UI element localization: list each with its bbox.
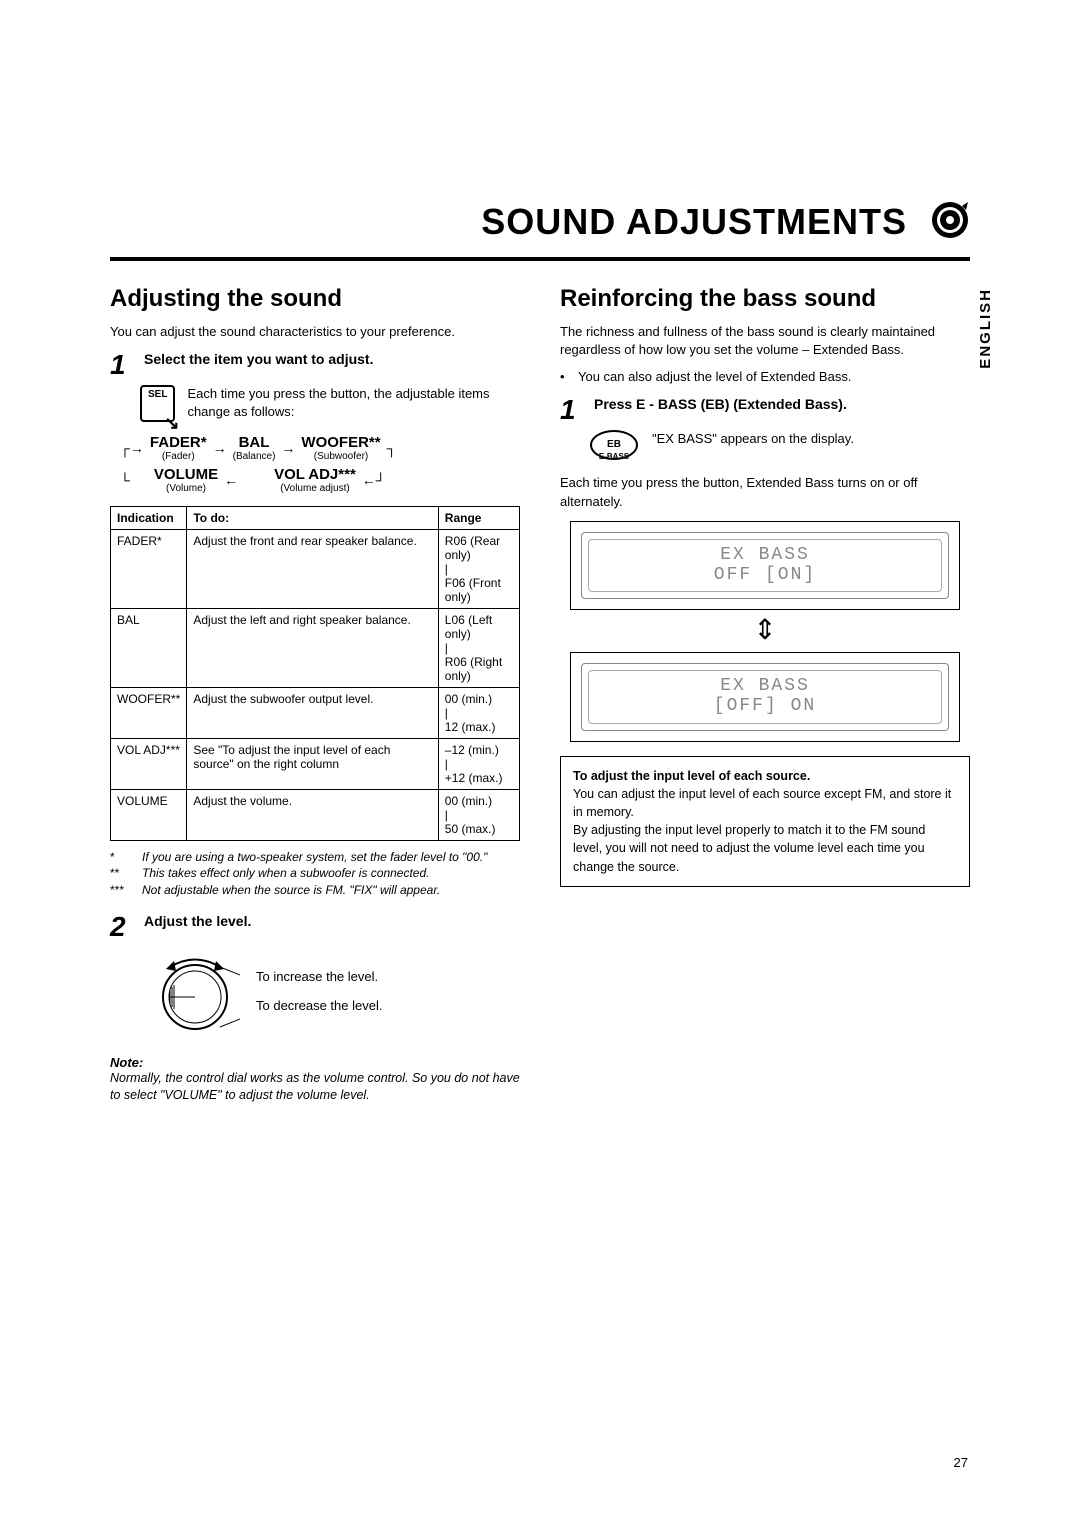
table-row: WOOFER**Adjust the subwoofer output leve… <box>111 687 520 738</box>
th-range: Range <box>438 506 519 529</box>
table-cell: L06 (Left only) | R06 (Right only) <box>438 608 519 687</box>
footnote: *If you are using a two-speaker system, … <box>110 849 520 866</box>
footnote: **This takes effect only when a subwoofe… <box>110 865 520 882</box>
section-heading-adjust: Adjusting the sound <box>110 285 520 313</box>
lcd-line-1b: OFF [ON] <box>589 566 941 586</box>
lcd-line-1a: EX BASS <box>589 546 941 566</box>
table-cell: BAL <box>111 608 187 687</box>
table-cell: FADER* <box>111 529 187 608</box>
info-box: To adjust the input level of each source… <box>560 756 970 887</box>
table-cell: 00 (min.) | 12 (max.) <box>438 687 519 738</box>
lcd-line-2b: [OFF] ON <box>589 697 941 717</box>
bullet-icon: • <box>560 369 572 384</box>
info-box-body: You can adjust the input level of each s… <box>573 785 957 876</box>
eb-button-sub: E-BASS <box>599 444 629 470</box>
eb-description: "EX BASS" appears on the display. <box>652 430 970 460</box>
step-number-2: 2 <box>110 913 134 941</box>
sel-button[interactable]: SEL ↘ <box>140 385 175 421</box>
left-column: Adjusting the sound You can adjust the s… <box>110 285 520 1105</box>
bass-intro: The richness and fullness of the bass so… <box>560 323 970 359</box>
right-column: Reinforcing the bass sound The richness … <box>560 285 970 1105</box>
table-cell: WOOFER** <box>111 687 187 738</box>
section-heading-bass: Reinforcing the bass sound <box>560 285 970 313</box>
table-cell: Adjust the front and rear speaker balanc… <box>187 529 438 608</box>
info-box-heading: To adjust the input level of each source… <box>573 767 957 785</box>
step-2-label: Adjust the level. <box>144 913 251 929</box>
table-cell: Adjust the left and right speaker balanc… <box>187 608 438 687</box>
note-body: Normally, the control dial works as the … <box>110 1070 520 1105</box>
table-cell: Adjust the volume. <box>187 789 438 840</box>
dial-decrease-label: To decrease the level. <box>256 992 382 1021</box>
footnote: ***Not adjustable when the source is FM.… <box>110 882 520 899</box>
table-row: FADER*Adjust the front and rear speaker … <box>111 529 520 608</box>
lcd-line-2a: EX BASS <box>589 677 941 697</box>
updown-arrow-icon: ⇕ <box>560 616 970 644</box>
table-cell: R06 (Rear only) | F06 (Front only) <box>438 529 519 608</box>
language-tab: ENGLISH <box>973 280 998 377</box>
table-row: BALAdjust the left and right speaker bal… <box>111 608 520 687</box>
page-number: 27 <box>954 1455 968 1470</box>
footnotes: *If you are using a two-speaker system, … <box>110 849 520 899</box>
display-box-on: EX BASS OFF [ON] <box>570 521 960 611</box>
table-row: VOL ADJ***See "To adjust the input level… <box>111 738 520 789</box>
step-number-1-right: 1 <box>560 396 584 424</box>
page-header: SOUND ADJUSTMENTS <box>110 200 970 261</box>
adjustment-table: Indication To do: Range FADER*Adjust the… <box>110 506 520 841</box>
table-cell: –12 (min.) | +12 (max.) <box>438 738 519 789</box>
table-cell: VOL ADJ*** <box>111 738 187 789</box>
dial-increase-label: To increase the level. <box>256 963 382 992</box>
bass-bullet: You can also adjust the level of Extende… <box>578 369 851 384</box>
step-number-1: 1 <box>110 351 134 379</box>
display-box-off: EX BASS [OFF] ON <box>570 652 960 742</box>
table-row: VOLUMEAdjust the volume.00 (min.) | 50 (… <box>111 789 520 840</box>
th-indication: Indication <box>111 506 187 529</box>
flow-diagram: ┌→ FADER*(Fader) → BAL(Balance) → WOOFER… <box>120 434 520 494</box>
note-heading: Note: <box>110 1055 520 1070</box>
toggle-text: Each time you press the button, Extended… <box>560 474 970 510</box>
table-cell: Adjust the subwoofer output level. <box>187 687 438 738</box>
step-1-label-right: Press E - BASS (EB) (Extended Bass). <box>594 396 847 412</box>
table-cell: VOLUME <box>111 789 187 840</box>
page-title: SOUND ADJUSTMENTS <box>481 201 907 242</box>
table-cell: See "To adjust the input level of each s… <box>187 738 438 789</box>
step-1-label: Select the item you want to adjust. <box>144 351 373 367</box>
th-todo: To do: <box>187 506 438 529</box>
arrow-icon: ↘ <box>164 413 179 434</box>
intro-text: You can adjust the sound characteristics… <box>110 323 520 341</box>
table-cell: 00 (min.) | 50 (max.) <box>438 789 519 840</box>
eb-button[interactable]: EB E-BASS <box>590 430 638 460</box>
dial-icon <box>150 947 240 1037</box>
sel-description: Each time you press the button, the adju… <box>187 385 520 421</box>
speaker-icon <box>930 200 970 249</box>
